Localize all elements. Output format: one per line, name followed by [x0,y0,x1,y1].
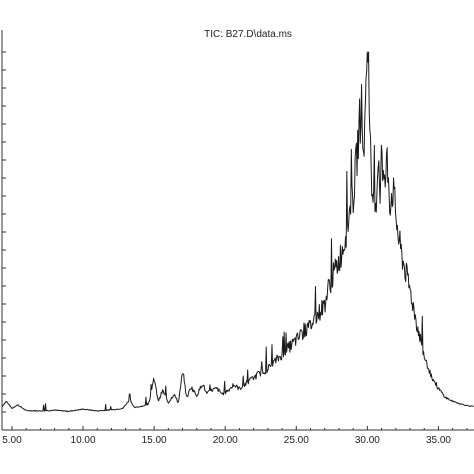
x-tick-label: 30.00 [355,435,380,446]
x-tick-label: 5.00 [2,435,22,446]
x-tick-label: 25.00 [284,435,309,446]
x-tick-label: 15.00 [142,435,167,446]
trace-title: TIC: B27.D\data.ms [204,29,292,40]
y-axis-ticks [2,51,6,413]
x-tick-label: 20.00 [213,435,238,446]
x-axis-ticks: 5.00 10.00 15.00 20.00 25.00 30.00 35.00 [2,426,468,446]
tic-trace-line [1,51,474,413]
x-tick-label: 35.00 [426,435,451,446]
x-tick-label: 10.00 [71,435,96,446]
